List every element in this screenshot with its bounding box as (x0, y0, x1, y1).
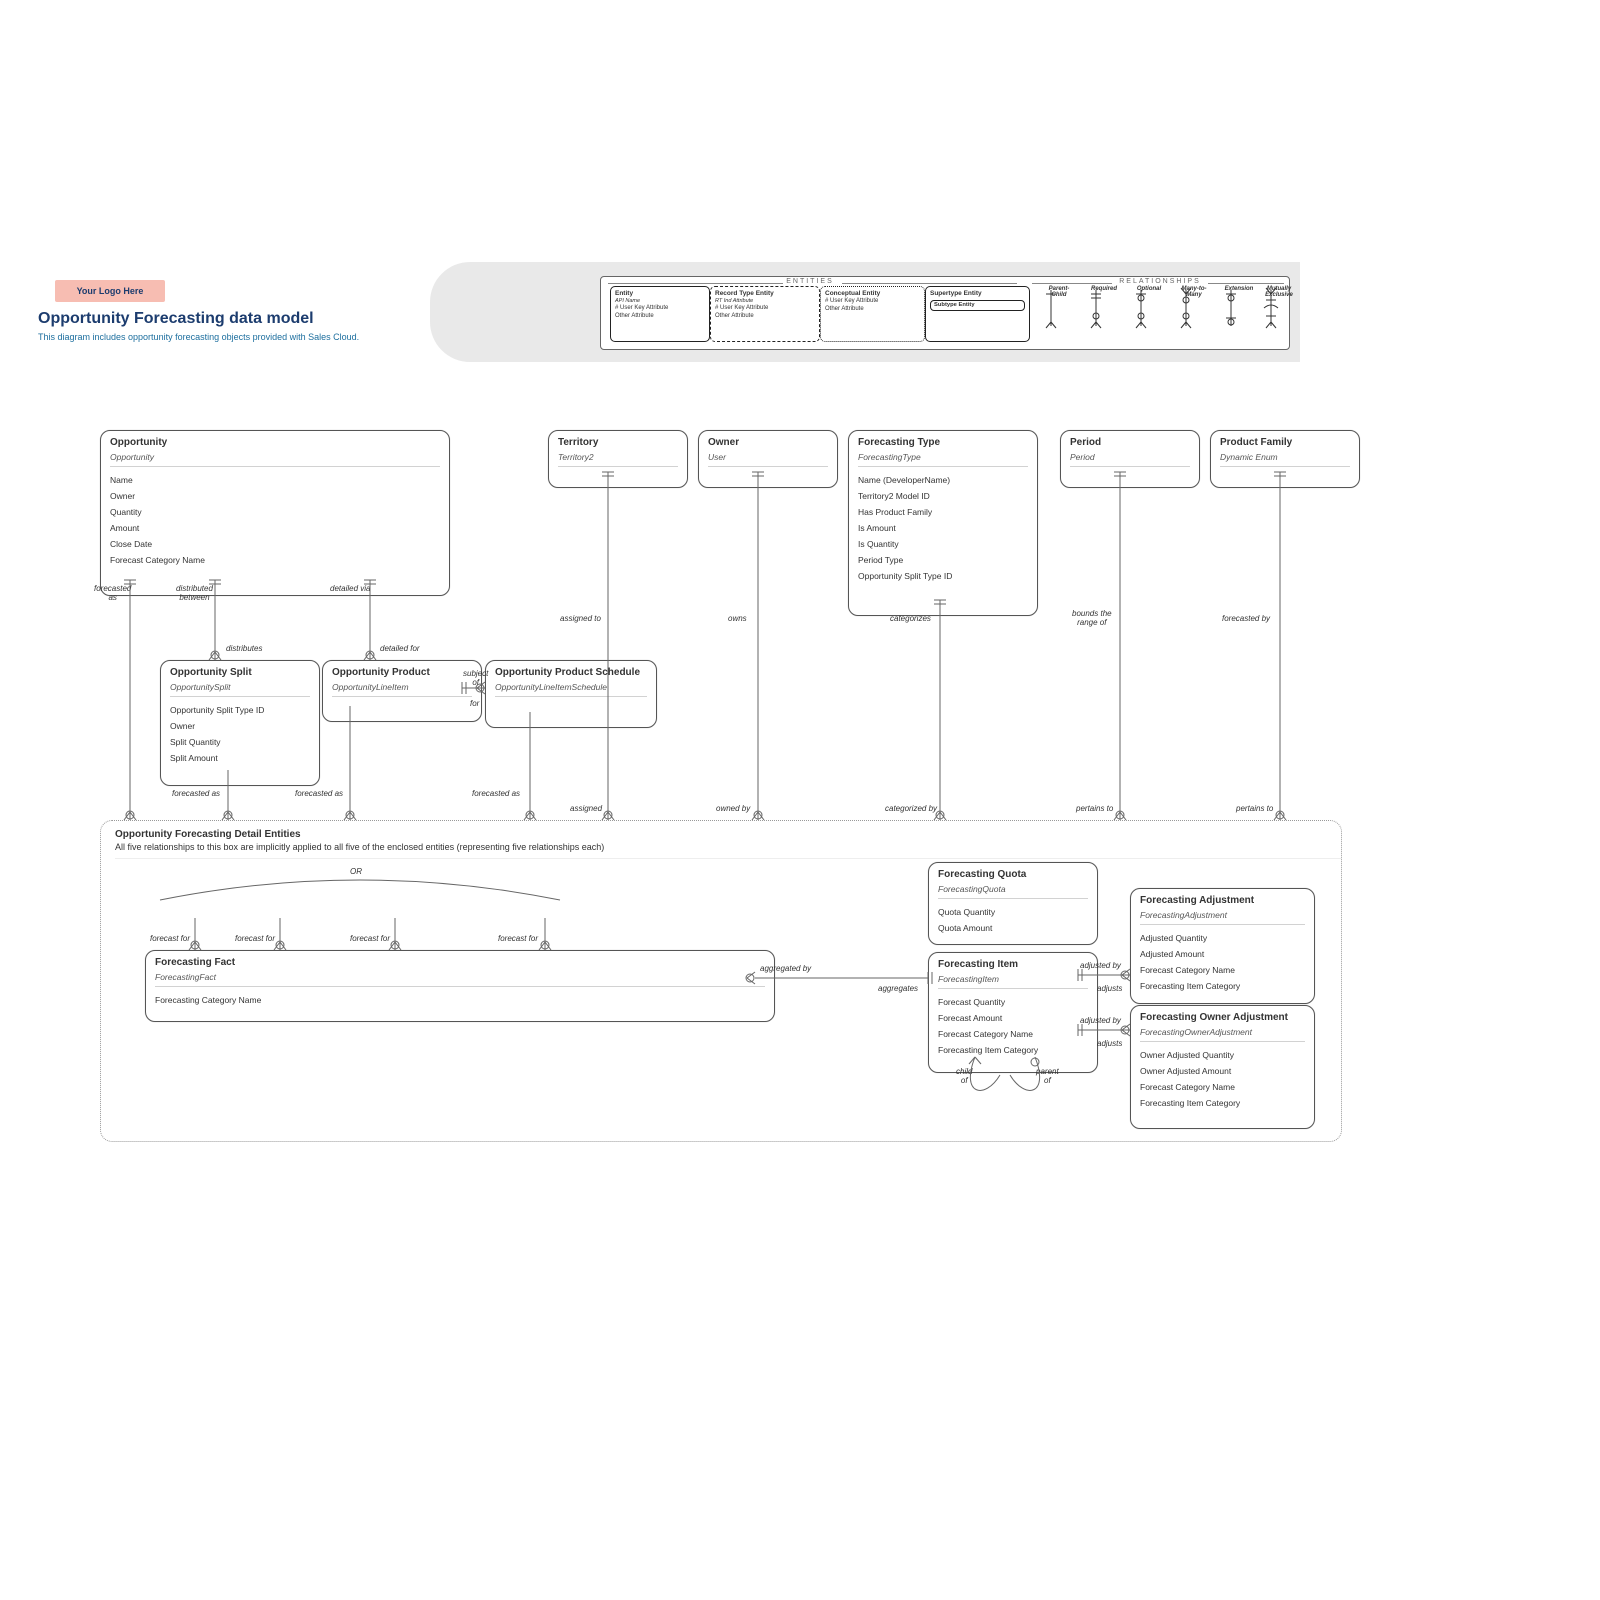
edges-layer (0, 0, 1600, 1600)
